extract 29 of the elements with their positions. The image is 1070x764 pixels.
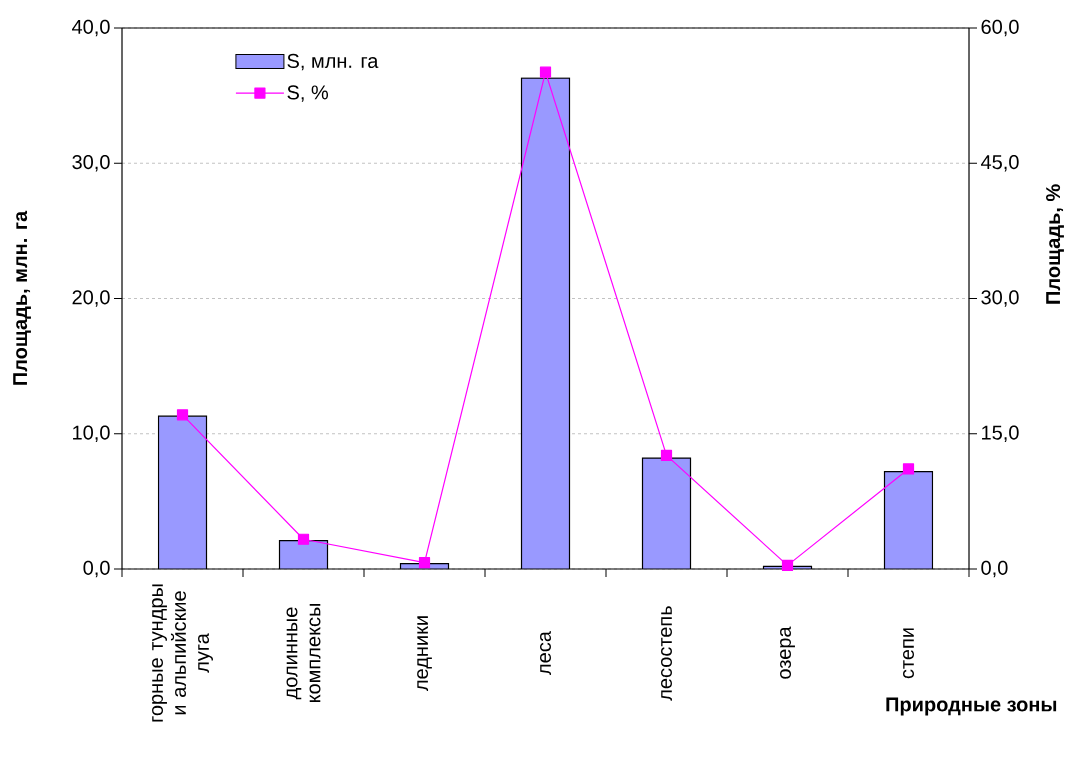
point <box>418 557 431 569</box>
x-tick-label: долинные комплексы <box>286 604 321 703</box>
y2-tick-label: 0,0 <box>981 560 1008 578</box>
x-tick-label: степи <box>903 628 914 679</box>
point <box>297 533 310 545</box>
point <box>539 66 552 78</box>
point <box>781 559 794 571</box>
legend-label: S, % <box>287 85 329 102</box>
x-axis-title: Природные зоны <box>886 697 1057 716</box>
y-tick-label: 40,0 <box>72 19 110 37</box>
point <box>902 463 915 475</box>
x-tick-label: горные тундры и альпийские луга <box>152 584 213 722</box>
point <box>660 449 673 461</box>
y-tick-label: 0,0 <box>83 560 110 578</box>
y2-tick-label: 15,0 <box>982 425 1019 443</box>
x-tick-label: озера <box>780 626 795 679</box>
x-tick-label: ледники <box>417 616 432 692</box>
y2-axis-title: Площадь, % <box>1046 184 1064 304</box>
x-tick-label: лесостепь <box>661 606 672 701</box>
y2-tick-label: 30,0 <box>981 290 1019 307</box>
y-axis-title: Площадь, млн. га <box>13 210 31 385</box>
x-tick-label: леса <box>540 631 551 675</box>
y-tick-label: 10,0 <box>73 425 110 443</box>
y2-tick-label: 45,0 <box>980 154 1019 172</box>
point <box>176 409 189 421</box>
y-tick-label: 30,0 <box>72 154 110 172</box>
y-tick-label: 20,0 <box>72 290 110 307</box>
y2-tick-label: 60,0 <box>981 19 1019 37</box>
legend-label: S, млн. га <box>287 53 379 71</box>
